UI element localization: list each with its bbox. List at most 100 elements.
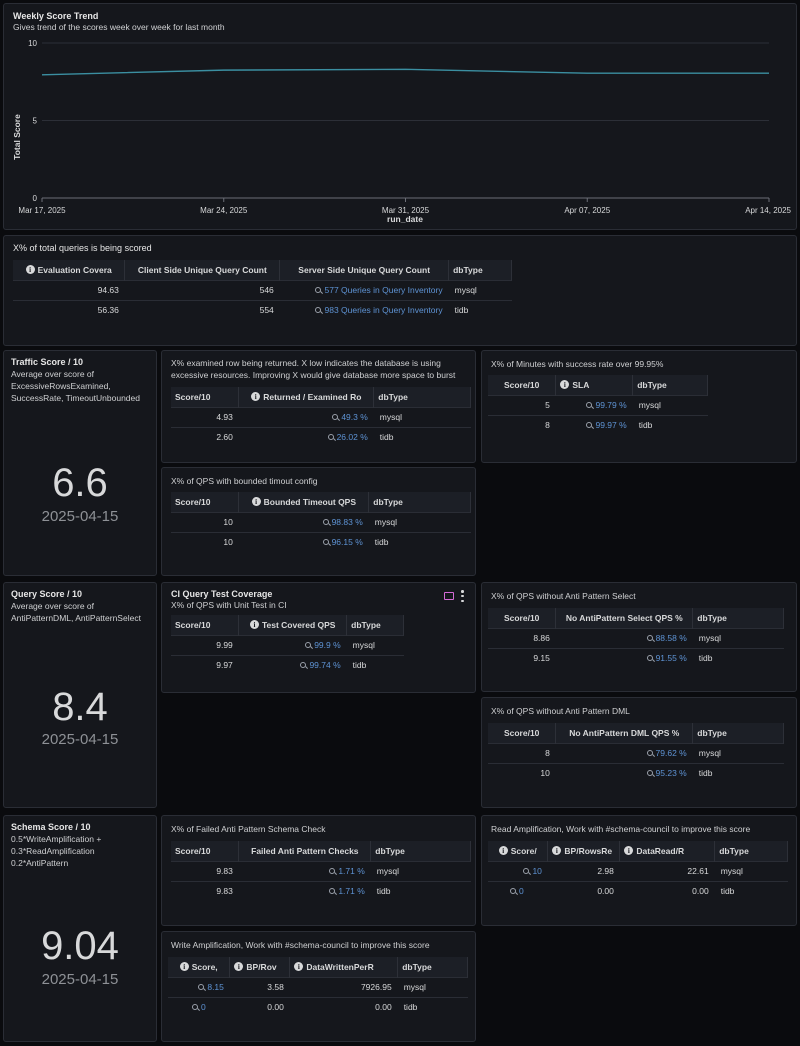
table-cell: 2.98 bbox=[547, 860, 620, 881]
info-icon[interactable]: i bbox=[234, 962, 244, 972]
column-header[interactable]: Client Side Unique Query Count bbox=[124, 260, 281, 280]
search-icon bbox=[315, 307, 322, 314]
column-header[interactable]: dbType bbox=[346, 615, 404, 635]
table-cell: 2.60 bbox=[171, 426, 239, 447]
info-icon[interactable]: i bbox=[498, 846, 508, 856]
table-cell: mysql bbox=[692, 627, 784, 648]
column-header[interactable]: Score/10 bbox=[488, 723, 557, 743]
column-header[interactable]: Score/10 bbox=[171, 387, 240, 407]
column-header[interactable]: Failed Anti Pattern Checks bbox=[238, 841, 372, 861]
panel-title: X% of QPS without Anti Pattern DML bbox=[491, 706, 630, 716]
table-link-cell[interactable]: 26.02 % bbox=[238, 426, 374, 447]
table-cell: tidb bbox=[370, 880, 471, 901]
column-header[interactable]: i BP/RowsRe bbox=[547, 841, 621, 861]
info-icon[interactable]: i bbox=[560, 380, 570, 390]
coverage-table: i Evaluation Covera Client Side Unique Qu… bbox=[13, 260, 512, 320]
column-header[interactable]: Score/10 bbox=[171, 492, 240, 512]
stat-value: 9.04 bbox=[41, 924, 119, 968]
info-icon[interactable]: i bbox=[179, 962, 189, 972]
table-link-cell[interactable]: 91.55 % bbox=[555, 647, 693, 668]
table-row: 56.36 554 983 Queries in Query Inventory… bbox=[13, 299, 512, 320]
table-link-cell[interactable]: 0 bbox=[488, 880, 548, 901]
column-header[interactable]: i Bounded Timeout QPS bbox=[238, 492, 370, 512]
column-header[interactable]: i Evaluation Covera bbox=[13, 260, 126, 280]
column-header[interactable]: dbType bbox=[448, 260, 512, 280]
table-link-cell[interactable]: 88.58 % bbox=[555, 627, 693, 648]
column-header[interactable]: dbType bbox=[714, 841, 788, 861]
data-point[interactable] bbox=[767, 72, 770, 75]
panel-title: Traffic Score / 10 bbox=[11, 357, 84, 367]
column-header[interactable]: i DataRead/R bbox=[619, 841, 716, 861]
info-icon[interactable]: i bbox=[251, 392, 261, 402]
table-link-cell[interactable]: 99.74 % bbox=[238, 654, 347, 675]
table-link-cell[interactable]: 79.62 % bbox=[555, 742, 693, 763]
series-line[interactable] bbox=[41, 68, 769, 76]
anti-pattern-select-table: Score/10 No AntiPattern Select QPS % dbT… bbox=[488, 608, 784, 668]
y-tick-label: 0 bbox=[33, 194, 38, 203]
table-link-cell[interactable]: 0 bbox=[168, 996, 230, 1017]
table-row: 2.60 26.02 % tidb bbox=[171, 426, 471, 447]
column-header[interactable]: Score/10 bbox=[171, 615, 240, 635]
table-link-cell[interactable]: 10 bbox=[488, 860, 548, 881]
table-link-cell[interactable]: 96.15 % bbox=[238, 531, 369, 552]
info-icon[interactable]: i bbox=[624, 846, 634, 856]
column-header[interactable]: i Score, bbox=[168, 957, 231, 977]
search-icon bbox=[192, 1004, 198, 1011]
column-header[interactable]: No AntiPattern Select QPS % bbox=[555, 608, 694, 628]
table-link-cell[interactable]: 99.97 % bbox=[555, 414, 633, 435]
table-cell: tidb bbox=[632, 414, 708, 435]
schema-score-panel: Schema Score / 10 0.5*WriteAmplification… bbox=[3, 815, 157, 1042]
trend-line-chart[interactable]: Total Score run_date 0 5 10 Mar 17, 2025 Mar… bbox=[4, 4, 797, 230]
table-cell: 554 bbox=[124, 299, 280, 320]
query-inventory-link[interactable]: 983 Queries in Query Inventory bbox=[279, 299, 449, 320]
info-icon[interactable]: i bbox=[552, 846, 562, 856]
table-cell: 546 bbox=[124, 279, 280, 300]
data-point[interactable] bbox=[222, 69, 225, 72]
add-to-dashboard-icon[interactable] bbox=[444, 592, 454, 600]
table-link-cell[interactable]: 95.23 % bbox=[555, 762, 693, 783]
ci-test-table: Score/10 i Test Covered QPS dbType 9.99 9… bbox=[171, 615, 404, 675]
column-header[interactable]: i BP/Rov bbox=[229, 957, 291, 977]
column-header[interactable]: dbType bbox=[397, 957, 468, 977]
table-link-cell[interactable]: 99.9 % bbox=[238, 634, 347, 655]
data-point[interactable] bbox=[404, 68, 407, 71]
column-header[interactable]: i DataWrittenPerR bbox=[289, 957, 399, 977]
table-link-cell[interactable]: 99.79 % bbox=[555, 394, 633, 415]
table-link-cell[interactable]: 49.3 % bbox=[238, 406, 374, 427]
kebab-menu-icon[interactable] bbox=[461, 590, 464, 602]
info-icon[interactable]: i bbox=[294, 962, 304, 972]
search-icon bbox=[646, 770, 653, 777]
table-link-cell[interactable]: 98.83 % bbox=[238, 511, 369, 532]
info-icon[interactable]: i bbox=[249, 620, 259, 630]
write-amplification-table: i Score, i BP/Rov i DataWrittenPerR dbType … bbox=[168, 957, 468, 1017]
column-header[interactable]: i Returned / Examined Ro bbox=[238, 387, 375, 407]
column-header[interactable]: i Test Covered QPS bbox=[238, 615, 348, 635]
column-header[interactable]: dbType bbox=[373, 387, 471, 407]
column-header[interactable]: dbType bbox=[692, 723, 784, 743]
column-header[interactable]: Server Side Unique Query Count bbox=[279, 260, 450, 280]
anti-pattern-dml-table: Score/10 No AntiPattern DML QPS % dbType… bbox=[488, 723, 784, 783]
x-axis-label: run_date bbox=[387, 214, 423, 224]
table-link-cell[interactable]: 8.15 bbox=[168, 976, 230, 997]
column-header[interactable]: i SLA bbox=[555, 375, 634, 395]
column-header[interactable]: Score/10 bbox=[488, 375, 557, 395]
table-link-cell[interactable]: 1.71 % bbox=[238, 860, 371, 881]
info-icon[interactable]: i bbox=[25, 265, 35, 275]
info-icon[interactable]: i bbox=[251, 497, 261, 507]
data-point[interactable] bbox=[586, 72, 589, 75]
column-header[interactable]: Score/10 bbox=[488, 608, 557, 628]
table-cell: tidb bbox=[397, 996, 468, 1017]
column-header[interactable]: i Score/ bbox=[488, 841, 549, 861]
query-inventory-link[interactable]: 577 Queries in Query Inventory bbox=[279, 279, 449, 300]
column-header[interactable]: dbType bbox=[370, 841, 471, 861]
table-cell: 22.61 bbox=[619, 860, 715, 881]
table-cell: tidb bbox=[368, 531, 471, 552]
column-header[interactable]: dbType bbox=[368, 492, 471, 512]
column-header[interactable]: Score/10 bbox=[171, 841, 240, 861]
column-header[interactable]: dbType bbox=[632, 375, 708, 395]
column-header[interactable]: No AntiPattern DML QPS % bbox=[555, 723, 694, 743]
x-tick-label: Apr 14, 2025 bbox=[745, 206, 791, 215]
data-point[interactable] bbox=[40, 73, 43, 76]
table-link-cell[interactable]: 1.71 % bbox=[238, 880, 371, 901]
column-header[interactable]: dbType bbox=[692, 608, 784, 628]
